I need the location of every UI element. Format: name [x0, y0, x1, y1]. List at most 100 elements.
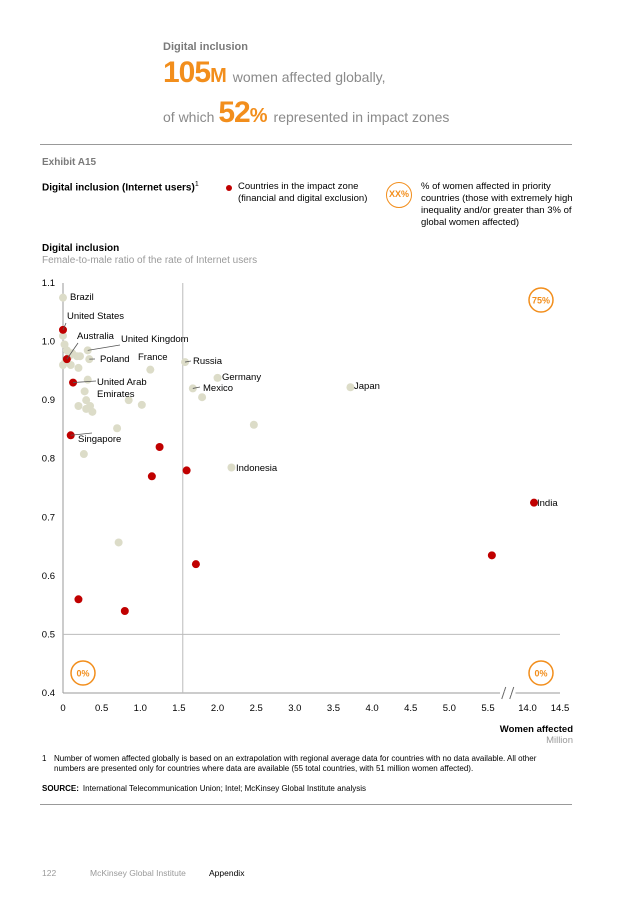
x-tick-label: 3.5 — [327, 703, 340, 714]
data-point-impact — [530, 498, 538, 507]
quadrant-badge-label: 0% — [534, 669, 547, 679]
page-number: 122 — [42, 868, 57, 878]
x-axis-unit: Million — [546, 735, 573, 746]
data-point-other — [146, 365, 155, 374]
data-point-other — [80, 387, 89, 396]
chart-subtitle-desc: Female-to-male ratio of the rate of Inte… — [42, 255, 258, 266]
x-tick-label: 4.5 — [404, 703, 417, 714]
data-point-impact — [120, 607, 129, 615]
scatter-chart: 0.4 0.5 0.6 0.7 0.8 0.9 1.0 1.1 0 0.5 1.0 1.5 2.0 2.5… — [42, 278, 573, 746]
x-tick-label: 1.0 — [134, 703, 147, 714]
y-tick-label: 0.8 — [42, 454, 55, 465]
data-point-other — [74, 402, 83, 410]
label-leader-line — [66, 342, 79, 360]
point-label: United Arab — [97, 377, 147, 388]
data-point-other — [83, 375, 92, 384]
x-tick-label: 0.5 — [95, 703, 108, 714]
share-number: 52 — [218, 96, 250, 129]
axis-break-gap — [504, 691, 511, 695]
x-tick-label: 1.5 — [172, 703, 185, 714]
women-text: women affected globally, — [232, 69, 386, 85]
label-leader-line — [185, 360, 192, 363]
source-text: International Telecommunication Union; I… — [82, 784, 366, 793]
data-point-other — [79, 450, 88, 459]
data-point-other — [124, 396, 133, 405]
data-point-other — [137, 400, 146, 409]
data-point-other — [88, 407, 97, 416]
y-tick-label: 0.9 — [42, 395, 55, 406]
data-point-impact — [182, 466, 191, 475]
headline-women: 105M women affected globally, — [163, 56, 386, 90]
chart-title-footnote: 1 — [194, 181, 199, 188]
x-tick-label: 3.0 — [288, 703, 301, 714]
data-point-other — [227, 463, 236, 472]
footnote-text: Number of women affected globally is bas… — [54, 754, 537, 773]
legend-impact-dot — [226, 185, 232, 191]
data-point-other — [249, 420, 258, 429]
label-leader-line — [192, 386, 201, 389]
point-label: United Kingdom — [121, 334, 189, 345]
data-point-other — [346, 383, 355, 392]
share-text: represented in impact zones — [273, 109, 450, 125]
legend-xx-badge: XX% — [386, 182, 412, 208]
data-point-impact — [74, 595, 83, 604]
chart-title-text: Digital inclusion (Internet users) — [42, 182, 195, 194]
data-point-other — [213, 373, 222, 382]
data-point-impact — [191, 560, 200, 569]
legend-impact-text: Countries in the impact zone (financial … — [238, 181, 368, 204]
axis-break-mark — [501, 686, 507, 700]
data-point-other — [83, 346, 92, 355]
point-label: Singapore — [78, 434, 121, 445]
chart-subtitle: Digital inclusion — [42, 243, 120, 254]
data-point-other — [59, 331, 67, 340]
label-leader-line — [73, 380, 97, 383]
women-unit: M — [210, 65, 227, 87]
point-label: Emirates — [97, 389, 135, 400]
data-point-other — [198, 393, 207, 402]
quadrant-badge-label: 0% — [76, 669, 89, 679]
headline-share: of which 52% represented in impact zones — [163, 96, 449, 130]
point-label: United States — [67, 311, 124, 322]
x-axis-label: Women affected — [500, 724, 573, 735]
publication-name: McKinsey Global Institute — [90, 868, 186, 878]
of-which-text: of which — [163, 109, 215, 125]
quadrant-badge — [528, 287, 554, 313]
x-tick-label: 14.0 — [518, 703, 537, 714]
y-tick-label: 1.0 — [42, 337, 55, 348]
y-tick-label: 0.6 — [42, 571, 55, 582]
data-point-other — [114, 538, 123, 547]
chart-title: Digital inclusion (Internet users)1 — [42, 181, 199, 193]
data-point-other — [59, 293, 67, 302]
point-label: Indonesia — [236, 463, 278, 474]
data-point-other — [59, 361, 67, 369]
label-leader-line — [70, 432, 93, 436]
x-tick-label: 14.5 — [551, 703, 570, 714]
data-point-other — [76, 352, 84, 361]
point-label: Brazil — [70, 292, 94, 303]
point-label: Japan — [354, 381, 380, 392]
x-tick-label: 4.0 — [365, 703, 378, 714]
data-point-impact — [147, 472, 156, 481]
source-line: SOURCE: International Telecommunication U… — [42, 784, 366, 793]
y-tick-label: 1.1 — [42, 278, 55, 289]
data-point-other — [82, 396, 91, 405]
data-point-other — [66, 361, 75, 369]
y-tick-label: 0.5 — [42, 629, 55, 640]
quadrant-badge — [528, 660, 554, 686]
quadrant-badge-label: 75% — [532, 296, 550, 306]
data-point-impact — [59, 325, 67, 334]
divider-bottom — [40, 804, 572, 805]
point-label: Australia — [77, 331, 115, 342]
x-tick-label: 2.5 — [250, 703, 263, 714]
women-number: 105 — [163, 56, 211, 89]
x-tick-label: 0 — [60, 703, 65, 714]
legend-xx-text: % of women affected in priority countrie… — [421, 181, 573, 228]
x-tick-label: 2.0 — [211, 703, 224, 714]
point-label: Russia — [193, 356, 223, 367]
data-point-other — [188, 384, 197, 393]
y-tick-label: 0.7 — [42, 512, 55, 523]
axis-break-mark — [509, 686, 515, 700]
divider-top — [40, 144, 572, 145]
share-unit: % — [249, 105, 268, 127]
source-label: SOURCE: — [42, 784, 79, 793]
